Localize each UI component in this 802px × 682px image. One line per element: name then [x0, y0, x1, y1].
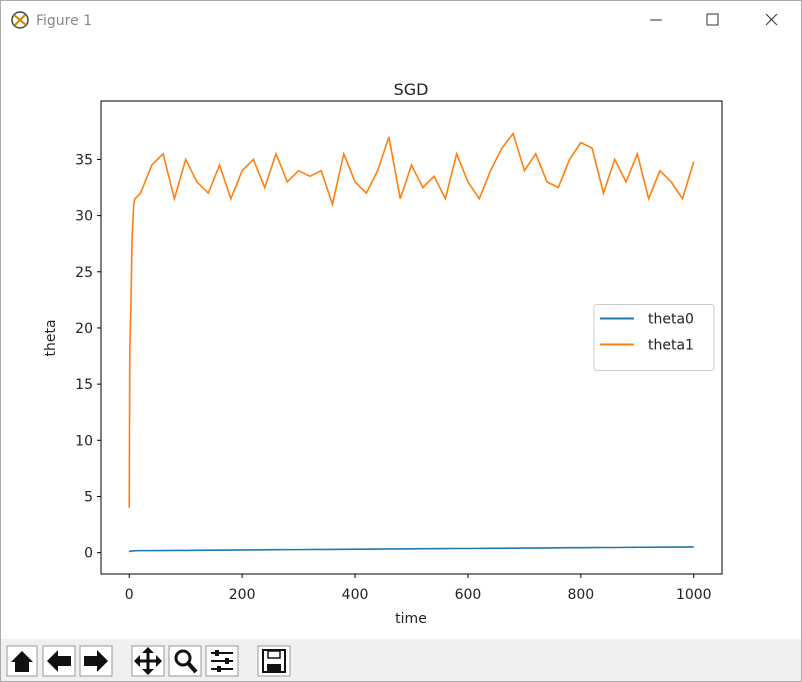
x-tick-label: 400 [342, 587, 369, 603]
x-tick-label: 800 [567, 587, 594, 603]
series-line [128, 131, 695, 508]
y-tick-label: 15 [75, 377, 93, 393]
toolbar [1, 639, 801, 681]
x-tick-label: 1000 [676, 587, 712, 603]
chart-title: SGD [394, 80, 429, 99]
forward-button[interactable] [79, 645, 113, 677]
app-icon-mark [13, 14, 27, 26]
x-axis-label: time [395, 611, 427, 627]
legend-frame [593, 304, 715, 371]
y-tick-label: 20 [75, 321, 93, 337]
series-line [128, 546, 694, 553]
legend-label: theta0 [648, 312, 694, 328]
back-button[interactable] [42, 645, 76, 677]
pan-button[interactable] [131, 645, 165, 677]
x-tick-label: 0 [125, 587, 134, 603]
y-tick-label: 0 [84, 546, 93, 562]
y-tick-label: 5 [84, 489, 93, 505]
window-title: Figure 1 [36, 13, 92, 29]
x-tick-label: 200 [229, 587, 256, 603]
y-axis-label: theta [43, 319, 59, 356]
legend-label: theta1 [648, 338, 694, 354]
close-button[interactable] [765, 13, 778, 26]
y-tick-label: 25 [75, 265, 93, 281]
configure-button[interactable] [205, 645, 239, 677]
save-button[interactable] [257, 645, 291, 677]
y-tick-label: 30 [75, 209, 93, 225]
zoom-button[interactable] [168, 645, 202, 677]
y-tick-label: 35 [75, 152, 93, 168]
y-tick-label: 10 [75, 433, 93, 449]
maximize-button[interactable] [706, 13, 719, 26]
home-button[interactable] [6, 645, 38, 677]
x-tick-label: 600 [455, 587, 482, 603]
